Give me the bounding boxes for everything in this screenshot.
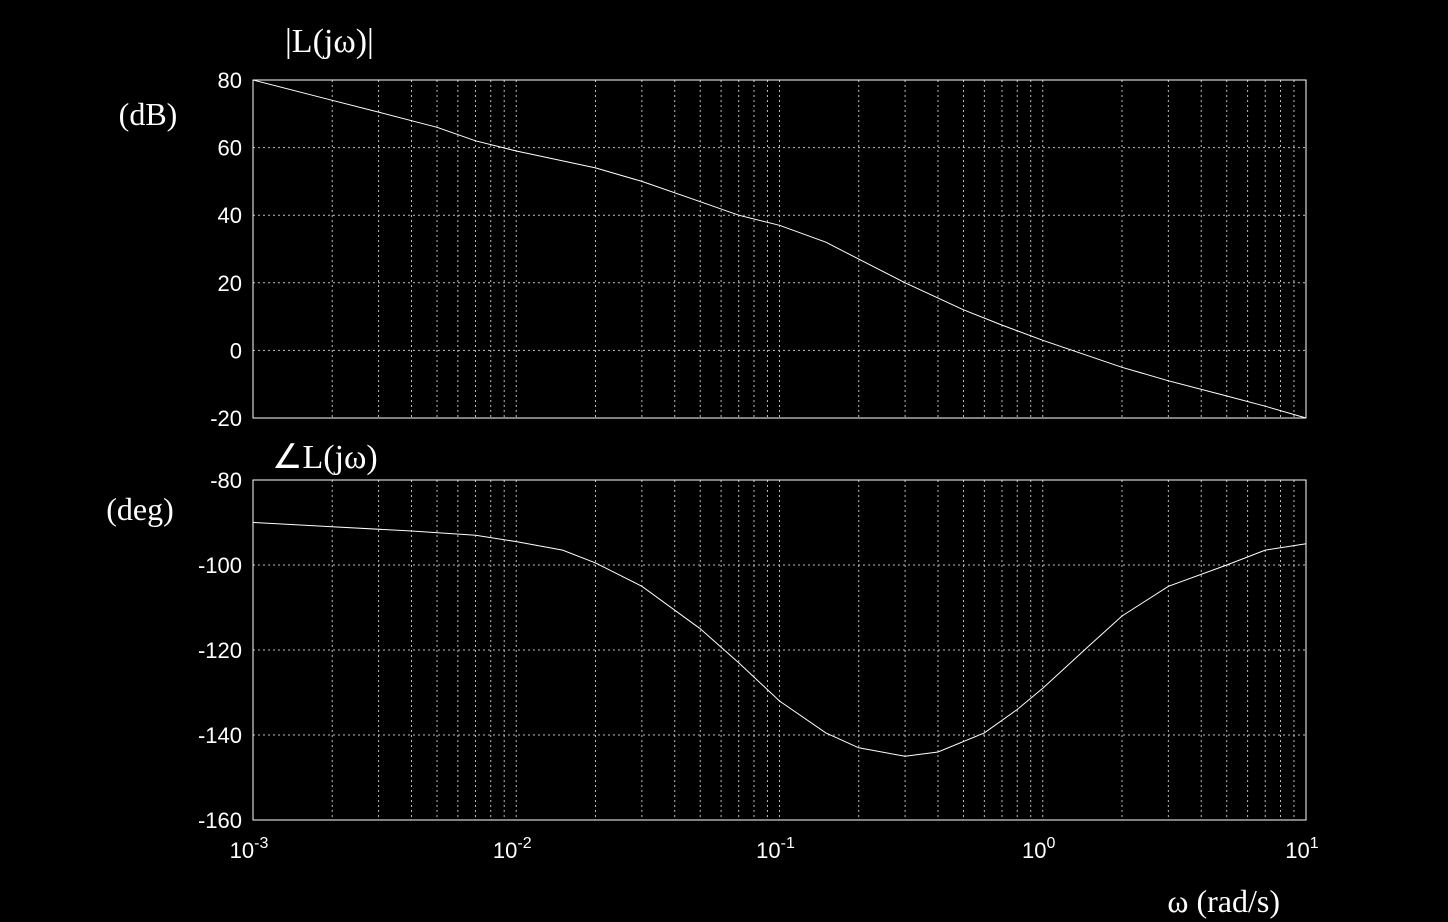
- phase-ytick-label: -140: [198, 723, 242, 748]
- x-tick-label: 10-2: [493, 835, 532, 863]
- phase-curve: [252, 522, 1307, 757]
- phase-ytick-label: -160: [198, 808, 242, 833]
- phase-ytick-label: -120: [198, 638, 242, 663]
- magnitude-ylabel: (dB): [119, 96, 178, 132]
- phase-plot-frame: [252, 479, 1307, 821]
- magnitude-title: |L(jω)|: [285, 23, 374, 60]
- magnitude-ytick-label: 20: [218, 271, 242, 296]
- magnitude-ytick-label: 80: [218, 68, 242, 93]
- phase-title: ∠L(jω): [272, 439, 378, 476]
- magnitude-plot: 80 60 40 20 0 -20: [210, 68, 1307, 431]
- phase-ytick-label: -80: [210, 468, 242, 493]
- x-tick-label: 100: [1022, 835, 1055, 863]
- magnitude-ytick-label: 40: [218, 203, 242, 228]
- magnitude-ytick-label: 0: [230, 338, 242, 363]
- x-tick-label: 10-3: [230, 835, 269, 863]
- magnitude-ytick-label: 60: [218, 136, 242, 161]
- magnitude-plot-frame: [252, 79, 1307, 419]
- x-tick-label: 10-1: [756, 835, 795, 863]
- x-axis-label: ω (rad/s): [1167, 883, 1280, 919]
- magnitude-ytick-label: -20: [210, 406, 242, 431]
- magnitude-curve: [252, 79, 1307, 419]
- x-tick-label: 101: [1285, 835, 1318, 863]
- phase-ytick-label: -100: [198, 553, 242, 578]
- phase-ylabel: (deg): [106, 491, 174, 527]
